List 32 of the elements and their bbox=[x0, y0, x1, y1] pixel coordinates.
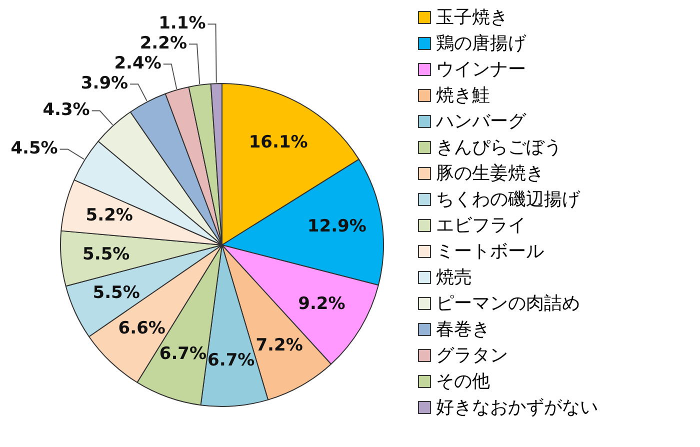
legend-label: ウインナー bbox=[436, 58, 526, 81]
data-label: 2.4% bbox=[114, 53, 162, 74]
legend-label: ちくわの磯辺揚げ bbox=[436, 188, 580, 211]
data-label: 2.2% bbox=[140, 33, 187, 54]
legend-label: 焼売 bbox=[436, 266, 472, 289]
legend-label: きんぴらごぼう bbox=[436, 136, 562, 159]
legend-label: ハンバーグ bbox=[436, 110, 526, 133]
legend-label: 焼き鮭 bbox=[436, 84, 490, 107]
legend-label: ピーマンの肉詰め bbox=[436, 292, 580, 315]
data-label: 3.9% bbox=[80, 73, 128, 94]
legend-label: エビフライ bbox=[436, 214, 526, 237]
data-label: 12.9% bbox=[307, 216, 366, 237]
legend-label: 鶏の唐揚げ bbox=[436, 32, 526, 55]
legend-label: その他 bbox=[436, 370, 490, 393]
data-label: 16.1% bbox=[248, 132, 308, 153]
legend-label: グラタン bbox=[436, 344, 508, 367]
legend-label: 好きなおかずがない bbox=[436, 396, 598, 419]
data-label: 5.5% bbox=[82, 244, 130, 264]
legend-label: 春巻き bbox=[436, 318, 490, 341]
data-label: 5.2% bbox=[86, 206, 133, 226]
data-label: 9.2% bbox=[298, 294, 346, 314]
legend-label: 玉子焼き bbox=[436, 6, 508, 29]
legend-label: 豚の生姜焼き bbox=[436, 162, 544, 185]
data-label: 6.7% bbox=[159, 344, 207, 364]
legend-label: ミートボール bbox=[436, 240, 544, 263]
data-label: 1.1% bbox=[158, 13, 206, 34]
data-label: 6.6% bbox=[118, 318, 166, 339]
data-label: 4.3% bbox=[42, 100, 90, 120]
data-label: 4.5% bbox=[10, 138, 58, 159]
data-label: 6.7% bbox=[208, 350, 255, 370]
data-label: 5.5% bbox=[92, 282, 140, 303]
data-label: 7.2% bbox=[256, 336, 303, 356]
